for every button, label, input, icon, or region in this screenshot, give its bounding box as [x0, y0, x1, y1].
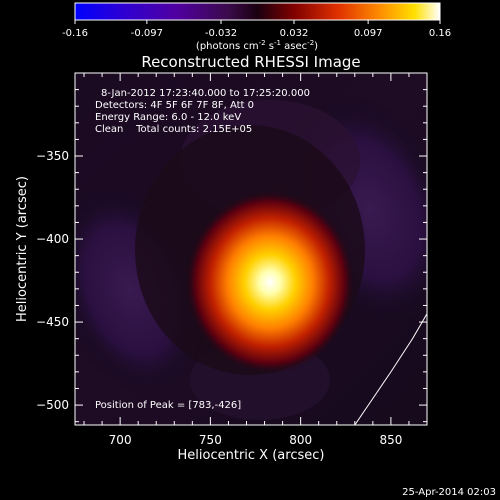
annotation-detectors: Detectors: 4F 5F 6F 7F 8F, Att 0 [95, 100, 254, 111]
colorbar: -0.16 -0.097 -0.032 0.032 0.097 0.16 (photons… [62, 2, 451, 52]
x-tick-label: 800 [289, 433, 312, 447]
y-axis-ticks: −350 −400 −450 −500 [36, 72, 427, 423]
annotation-counts: Clean Total counts: 2.15E+05 [95, 124, 252, 135]
x-tick-label: 750 [199, 433, 222, 447]
colorbar-tick-label: 0.097 [354, 28, 383, 39]
footer-date: 25-Apr-2014 02:03 [402, 487, 496, 498]
solar-limb-curve [354, 313, 427, 425]
x-axis-label: Heliocentric X (arcsec) [178, 448, 325, 463]
colorbar-tick-label: 0.16 [429, 28, 451, 39]
annotation-energy: Energy Range: 6.0 - 12.0 keV [95, 112, 241, 123]
y-tick-label: −450 [36, 315, 69, 329]
colorbar-strip [74, 2, 441, 21]
y-tick-label: −400 [36, 232, 69, 246]
colorbar-ticks: -0.16 -0.097 -0.032 0.032 0.097 0.16 [62, 20, 451, 39]
flare-source [184, 190, 355, 375]
x-tick-label: 850 [379, 433, 402, 447]
colorbar-tick-label: -0.097 [131, 28, 163, 39]
x-tick-label: 700 [109, 433, 132, 447]
colorbar-units: (photons cm-2 s-1 asec-2) [196, 39, 318, 52]
x-axis-ticks: 700 750 800 850 [83, 73, 428, 447]
y-tick-label: −500 [36, 398, 69, 412]
plot-frame [74, 72, 428, 426]
plot-image [75, 73, 427, 425]
peak-position-label: Position of Peak = [783,-426] [95, 400, 241, 411]
colorbar-tick-label: -0.16 [62, 28, 88, 39]
colorbar-tick-label: 0.032 [280, 28, 309, 39]
chart-title: Reconstructed RHESSI Image [141, 53, 360, 71]
annotation-time: 8-Jan-2012 17:23:40.000 to 17:25:20.000 [101, 88, 310, 99]
colorbar-tick-label: -0.032 [205, 28, 237, 39]
y-axis-label: Heliocentric Y (arcsec) [15, 176, 30, 322]
annotation-block: 8-Jan-2012 17:23:40.000 to 17:25:20.000 … [95, 88, 310, 135]
y-tick-label: −350 [36, 149, 69, 163]
